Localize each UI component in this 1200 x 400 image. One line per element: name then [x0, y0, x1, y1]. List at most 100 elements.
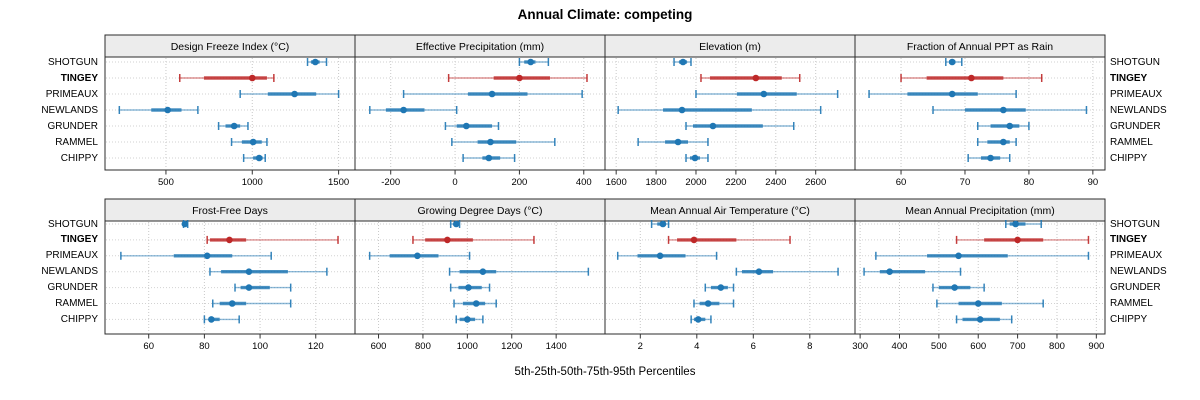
median-dot [678, 106, 686, 114]
axis-tick-label: 500 [158, 177, 174, 188]
site-label-shotgun: SHOTGUN [1110, 56, 1160, 68]
site-label-primeaux: PRIMEAUX [1110, 88, 1163, 100]
median-dot [245, 284, 253, 291]
axis-tick-label: 800 [415, 341, 431, 352]
median-dot [527, 58, 534, 66]
median-dot [164, 106, 171, 114]
axis-tick-label: 700 [1010, 341, 1026, 352]
panel-border [604, 56, 856, 171]
median-dot [709, 122, 717, 130]
axis-tick-label: 2200 [725, 177, 746, 188]
median-dot [444, 236, 451, 244]
axis-tick-label: 800 [1049, 341, 1065, 352]
median-dot [245, 268, 253, 276]
site-label-shotgun: SHOTGUN [48, 56, 98, 68]
strip-title: Effective Precipitation (mm) [416, 41, 544, 53]
median-dot [463, 122, 470, 130]
strip-title: Mean Annual Precipitation (mm) [905, 205, 1054, 217]
axis-tick-label: 600 [371, 341, 387, 352]
median-dot [951, 284, 958, 291]
site-label-chippy: CHIPPY [60, 313, 98, 325]
median-dot [674, 138, 682, 146]
axis-tick-label: 60 [896, 177, 907, 188]
median-dot [487, 138, 494, 146]
site-label-rammel: RAMMEL [55, 298, 98, 309]
axis-tick-label: 90 [1088, 177, 1099, 188]
axis-tick-label: 1800 [646, 177, 667, 188]
site-label-grunder: GRUNDER [47, 282, 98, 294]
strip-title: Design Freeze Index (°C) [171, 41, 290, 53]
median-dot [704, 300, 712, 307]
median-dot [948, 90, 956, 98]
median-dot [472, 300, 480, 307]
median-dot [886, 268, 893, 276]
site-label-newlands: NEWLANDS [1110, 266, 1167, 278]
x-axis-caption: 5th-25th-50th-75th-95th Percentiles [514, 366, 696, 378]
median-dot [181, 220, 189, 228]
median-dot [228, 300, 236, 307]
axis-tick-label: -200 [381, 177, 400, 188]
panel-border [604, 220, 856, 335]
median-dot [1014, 236, 1021, 244]
median-dot [755, 268, 763, 276]
median-dot [690, 236, 698, 244]
axis-tick-label: 80 [199, 341, 210, 352]
median-dot [948, 58, 956, 66]
strip-title: Mean Annual Air Temperature (°C) [650, 205, 810, 217]
site-label-rammel: RAMMEL [1110, 136, 1153, 148]
strip-title: Elevation (m) [699, 41, 761, 53]
strip-title: Fraction of Annual PPT as Rain [907, 41, 1053, 53]
site-label-newlands: NEWLANDS [41, 266, 98, 278]
axis-tick-label: 500 [931, 341, 947, 352]
axis-tick-label: 1000 [242, 177, 263, 188]
site-label-chippy: CHIPPY [1110, 313, 1148, 325]
site-label-shotgun: SHOTGUN [1110, 218, 1160, 230]
median-dot [255, 154, 263, 162]
median-dot [717, 284, 725, 291]
site-label-primeaux: PRIMEAUX [1110, 250, 1163, 262]
median-dot [752, 74, 760, 82]
panel-border [854, 56, 1106, 171]
axis-tick-label: 600 [970, 341, 986, 352]
axis-tick-label: 1200 [501, 341, 522, 352]
median-dot [987, 154, 994, 162]
axis-tick-label: 1400 [546, 341, 567, 352]
chart-title: Annual Climate: competing [517, 7, 693, 22]
median-dot [659, 220, 667, 228]
site-label-newlands: NEWLANDS [41, 104, 98, 116]
median-dot [203, 252, 211, 260]
site-label-tingey: TINGEY [1110, 234, 1148, 246]
median-dot [1006, 122, 1014, 130]
axis-tick-label: 400 [892, 341, 908, 352]
axis-tick-label: 2400 [765, 177, 786, 188]
site-label-grunder: GRUNDER [47, 120, 98, 132]
axis-tick-label: 1500 [328, 177, 349, 188]
site-label-primeaux: PRIMEAUX [45, 250, 98, 262]
axis-tick-label: 200 [511, 177, 527, 188]
median-dot [955, 252, 962, 260]
site-label-grunder: GRUNDER [1110, 120, 1161, 132]
strip-title: Frost-Free Days [192, 205, 268, 217]
axis-tick-label: 400 [576, 177, 592, 188]
median-dot [291, 90, 298, 98]
axis-tick-label: 1000 [457, 341, 478, 352]
site-label-tingey: TINGEY [60, 72, 98, 84]
site-label-shotgun: SHOTGUN [48, 218, 98, 230]
site-label-rammel: RAMMEL [1110, 298, 1153, 309]
median-dot [656, 252, 664, 260]
axis-tick-label: 2600 [805, 177, 826, 188]
median-dot [516, 74, 523, 82]
axis-tick-label: 2000 [685, 177, 706, 188]
median-dot [230, 122, 238, 130]
site-label-tingey: TINGEY [1110, 72, 1148, 84]
median-dot [485, 154, 493, 162]
site-label-primeaux: PRIMEAUX [45, 88, 98, 100]
median-dot [465, 284, 472, 291]
site-label-chippy: CHIPPY [60, 152, 98, 164]
panel-border [354, 220, 606, 335]
site-label-tingey: TINGEY [60, 234, 98, 246]
median-dot [968, 74, 975, 82]
median-dot [464, 316, 471, 323]
median-dot [1012, 220, 1019, 228]
